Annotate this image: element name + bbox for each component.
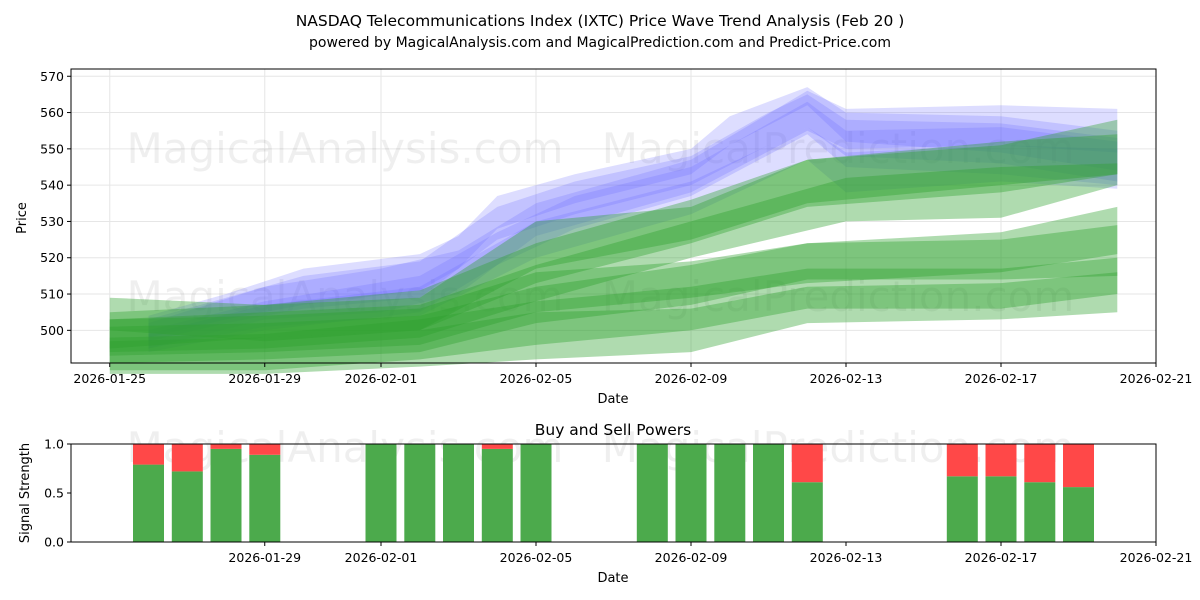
price-y-tick-label: 510 — [40, 287, 64, 302]
price-x-tick-label: 2026-01-29 — [228, 371, 301, 386]
wave-band-blue — [148, 90, 1118, 349]
price-x-tick-label: 2026-02-17 — [965, 371, 1038, 386]
wave-band-blue — [148, 94, 1118, 342]
sell-bar — [210, 444, 242, 449]
buy-bar — [1024, 482, 1056, 542]
price-x-tick-label: 2026-02-21 — [1120, 371, 1193, 386]
signal-x-tick-label: 2026-02-21 — [1120, 550, 1193, 565]
signal-x-axis-title: Date — [597, 571, 628, 586]
price-x-tick-label: 2026-02-13 — [810, 371, 883, 386]
buy-bar — [210, 448, 242, 542]
price-y-tick-label: 520 — [40, 250, 64, 265]
sell-bar — [481, 444, 513, 449]
wave-band-blue — [148, 127, 1118, 349]
buy-bar — [133, 464, 164, 542]
wave-band-blue — [148, 101, 1118, 353]
signal-x-tick-label: 2026-02-05 — [500, 550, 573, 565]
sell-bar — [1024, 444, 1056, 483]
watermark-text: MagicalPrediction.com — [602, 124, 1075, 173]
price-x-axis-title: Date — [597, 392, 628, 407]
buy-bar — [791, 482, 823, 542]
sell-bar — [985, 444, 1017, 477]
wave-band-green — [109, 134, 1118, 349]
wave-band-green — [109, 206, 1118, 356]
sell-bar — [171, 444, 203, 472]
buy-bar — [171, 471, 203, 542]
signal-x-tick-label: 2026-02-09 — [655, 550, 728, 565]
sell-bar — [946, 444, 978, 477]
buy-bar — [753, 444, 784, 542]
sell-bar — [249, 444, 281, 455]
buy-bar — [675, 444, 707, 542]
signal-y-tick-label: 0.5 — [44, 486, 64, 501]
buy-bar — [714, 444, 746, 542]
signal-x-tick-label: 2026-02-01 — [345, 550, 418, 565]
wave-band-green — [109, 225, 1118, 363]
buy-bar — [636, 444, 668, 542]
price-y-tick-label: 530 — [40, 214, 64, 229]
signal-y-tick-label: 0.0 — [44, 535, 64, 550]
chart-subtitle: powered by MagicalAnalysis.com and Magic… — [309, 35, 891, 51]
price-wave-bands — [109, 87, 1118, 374]
price-x-tick-label: 2026-02-01 — [345, 371, 418, 386]
wave-band-green — [109, 272, 1118, 374]
price-y-tick-label: 540 — [40, 178, 64, 193]
price-y-axis: 500 510 520 530 540 550 560 570 — [40, 69, 71, 338]
signal-title: Buy and Sell Powers — [535, 421, 692, 439]
chart-title: NASDAQ Telecommunications Index (IXTC) P… — [296, 12, 905, 30]
buy-bar — [404, 444, 436, 542]
price-plot-area — [71, 69, 1156, 363]
buy-bar — [985, 476, 1017, 542]
buy-bar — [481, 448, 513, 542]
price-y-axis-title: Price — [15, 202, 30, 234]
price-watermarks: MagicalAnalysis.com MagicalPrediction.co… — [127, 124, 1075, 321]
buy-bar — [1063, 487, 1094, 542]
watermark-text: MagicalAnalysis.com — [127, 272, 564, 321]
price-y-tick-label: 550 — [40, 141, 64, 156]
sell-bar — [791, 444, 823, 483]
price-x-tick-label: 2026-02-09 — [655, 371, 728, 386]
wave-band-blue — [148, 87, 1118, 338]
signal-x-axis: 2026-01-29 2026-02-01 2026-02-05 2026-02-09… — [228, 542, 1192, 565]
price-panel: MagicalAnalysis.com MagicalPrediction.co… — [15, 68, 1192, 407]
buy-bar — [946, 476, 978, 542]
price-x-axis: 2026-01-25 2026-01-29 2026-02-01 2026-02-05… — [73, 363, 1192, 386]
wave-band-green — [109, 119, 1118, 342]
price-plot-frame — [70, 68, 1157, 364]
buy-bar — [365, 444, 397, 542]
signal-panel: Buy and Sell Powers MagicalAnalysis.com … — [18, 421, 1192, 586]
price-x-tick-label: 2026-02-05 — [500, 371, 573, 386]
price-y-tick-label: 570 — [40, 69, 64, 84]
watermark-text: MagicalAnalysis.com — [127, 124, 564, 173]
buy-bar — [249, 454, 281, 542]
sell-bar — [1063, 444, 1094, 488]
wave-band-green — [109, 257, 1118, 371]
buy-bar — [443, 444, 474, 542]
sell-bar — [133, 444, 164, 465]
signal-bars — [133, 444, 1094, 542]
price-y-tick-label: 500 — [40, 323, 64, 338]
signal-y-axis: 0.0 0.5 1.0 — [44, 437, 71, 550]
price-y-tick-label: 560 — [40, 105, 64, 120]
signal-x-tick-label: 2026-02-13 — [810, 550, 883, 565]
buy-bar — [520, 444, 552, 542]
signal-x-tick-label: 2026-02-17 — [965, 550, 1038, 565]
price-x-tick-label: 2026-01-25 — [73, 371, 146, 386]
wave-band-green — [109, 163, 1118, 353]
watermark-text: MagicalPrediction.com — [602, 272, 1075, 321]
signal-y-tick-label: 1.0 — [44, 437, 64, 452]
signal-y-axis-title: Signal Strength — [18, 443, 33, 543]
signal-x-tick-label: 2026-01-29 — [228, 550, 301, 565]
